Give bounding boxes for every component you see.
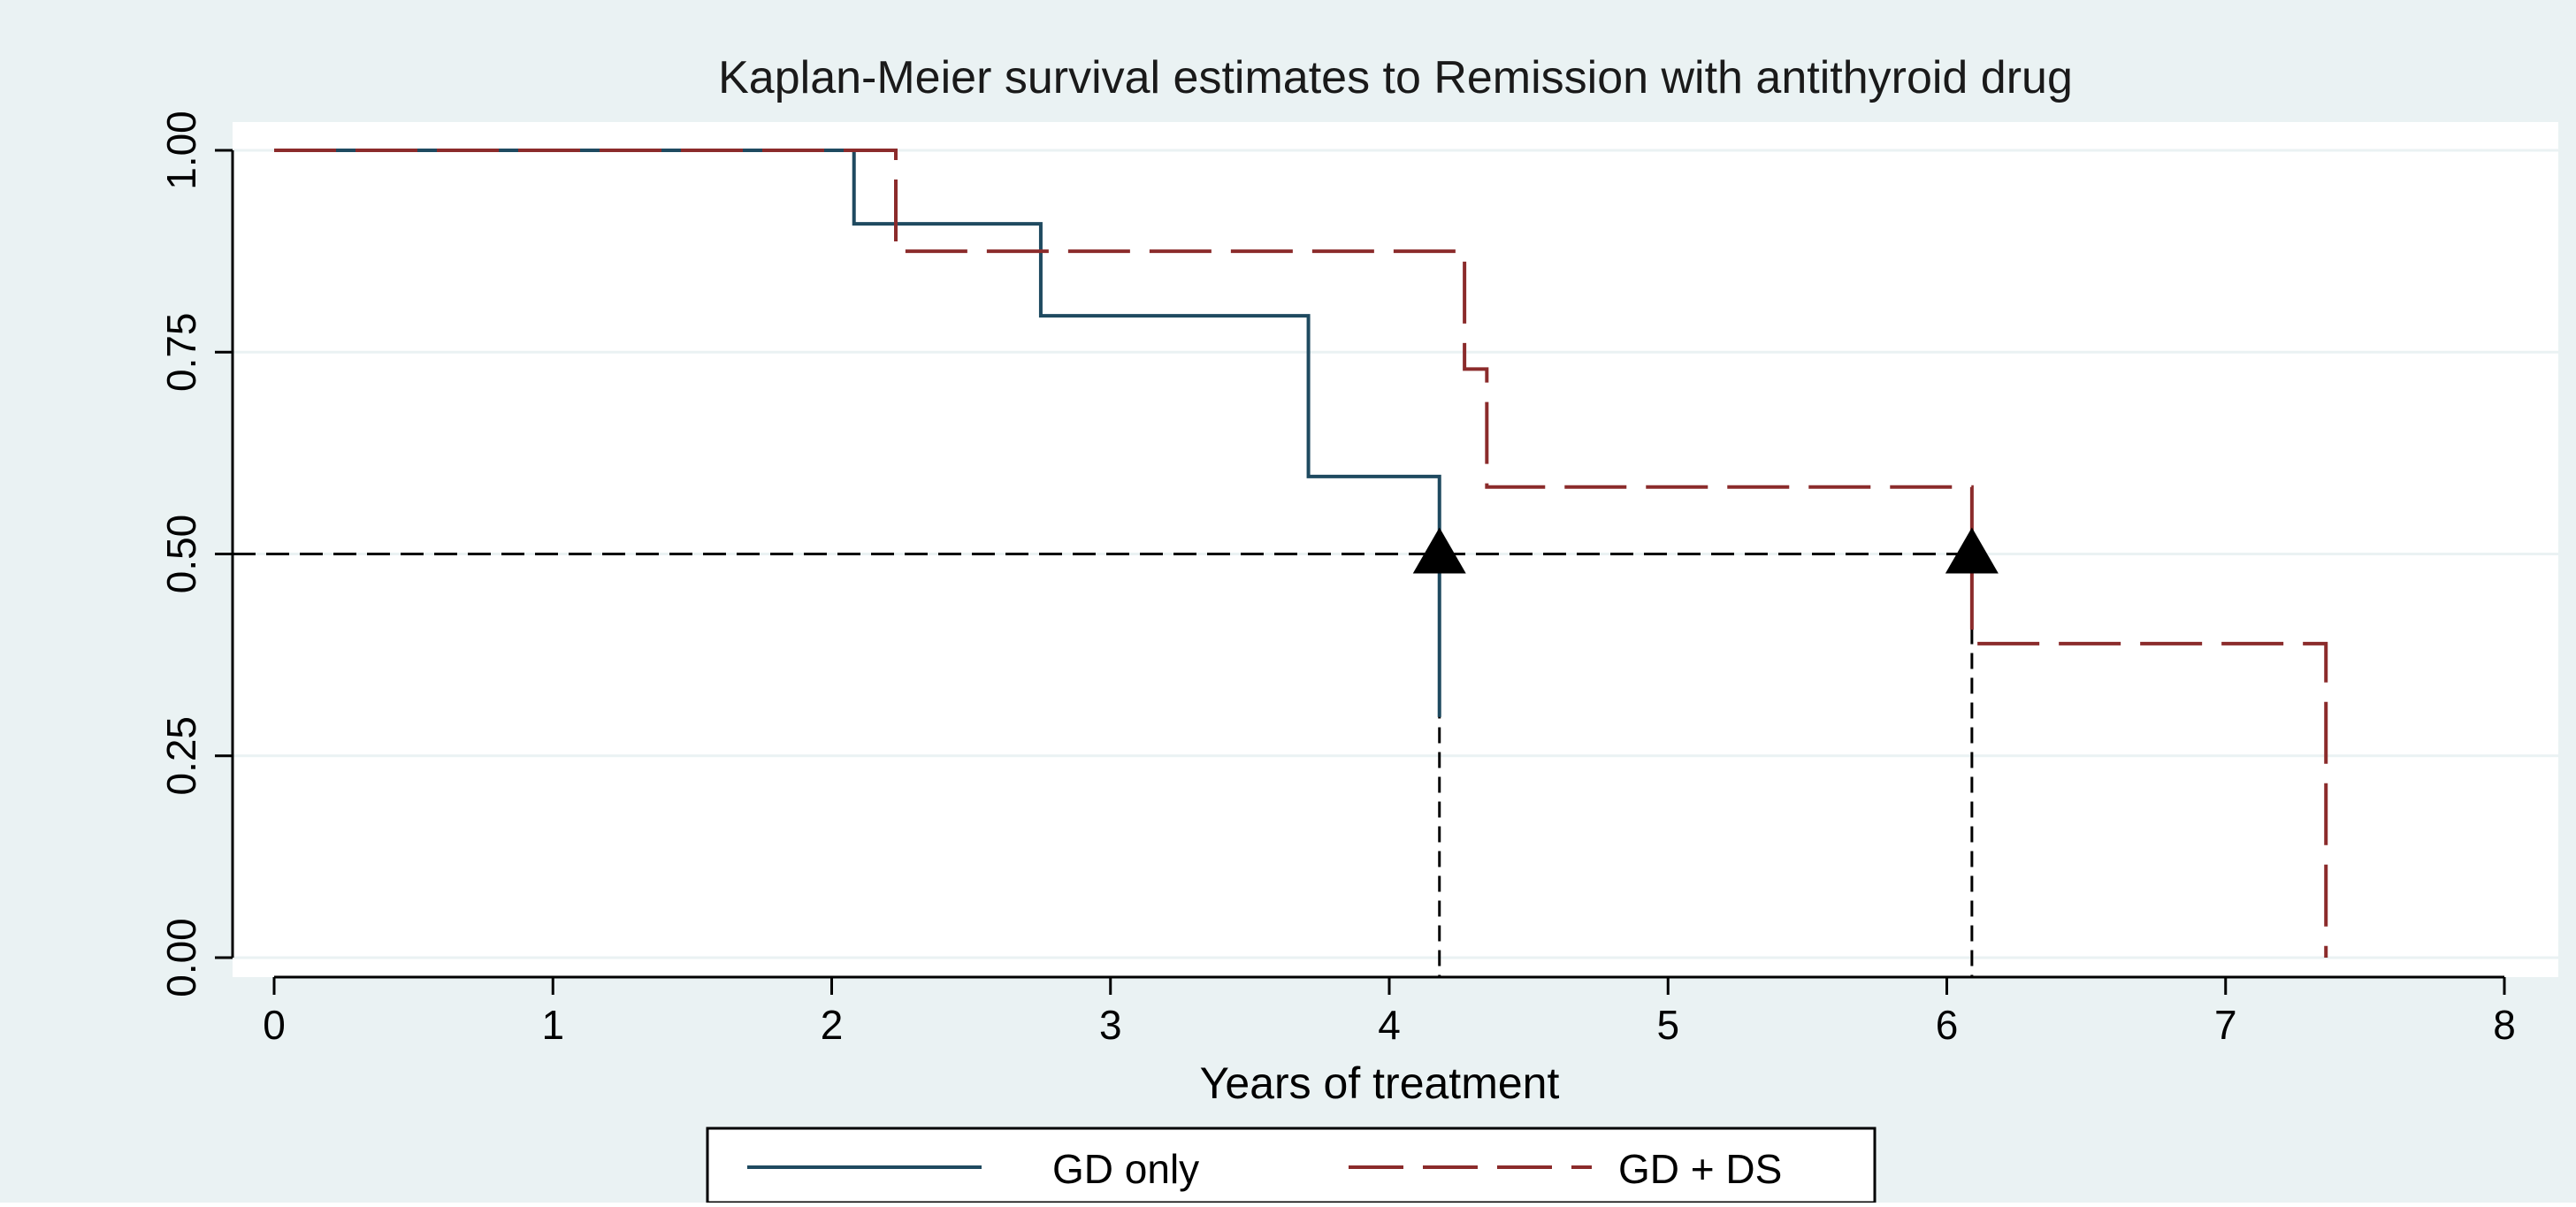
axes: 0.00 0.25 0.50 0.75 1.00 0 1 2 3 4 5 6 7 8 [158, 111, 2516, 1048]
plot-area [233, 122, 2558, 977]
x-tick-label: 1 [541, 1002, 564, 1048]
median-marker [1945, 527, 1999, 574]
series-lines [274, 149, 2328, 958]
x-tick-label: 6 [1936, 1002, 1959, 1048]
series-line-gd-only [274, 149, 1441, 717]
median-marker [1412, 527, 1466, 574]
median-reference [233, 553, 1974, 977]
y-tick-label: 0.00 [158, 918, 204, 997]
legend: GD only GD + DS [706, 1127, 1877, 1204]
x-tick-label: 7 [2214, 1002, 2237, 1048]
y-tick-label: 0.50 [158, 515, 204, 594]
median-markers [1412, 527, 1999, 574]
x-tick-label: 8 [2493, 1002, 2516, 1048]
x-tick-label: 3 [1099, 1002, 1122, 1048]
legend-label: GD + DS [1618, 1146, 1782, 1192]
y-tick-label: 0.75 [158, 312, 204, 392]
x-tick-label: 0 [263, 1002, 286, 1048]
x-tick-label: 2 [821, 1002, 844, 1048]
y-tick-label: 0.25 [158, 716, 204, 796]
x-tick-label: 4 [1378, 1002, 1401, 1048]
chart-title: Kaplan-Meier survival estimates to Remis… [718, 52, 2073, 103]
series-line-gd-ds [274, 149, 2328, 958]
x-tick-label: 5 [1656, 1002, 1679, 1048]
x-axis-label: Years of treatment [1200, 1058, 1560, 1108]
legend-label: GD only [1052, 1146, 1199, 1192]
y-tick-label: 1.00 [158, 111, 204, 190]
